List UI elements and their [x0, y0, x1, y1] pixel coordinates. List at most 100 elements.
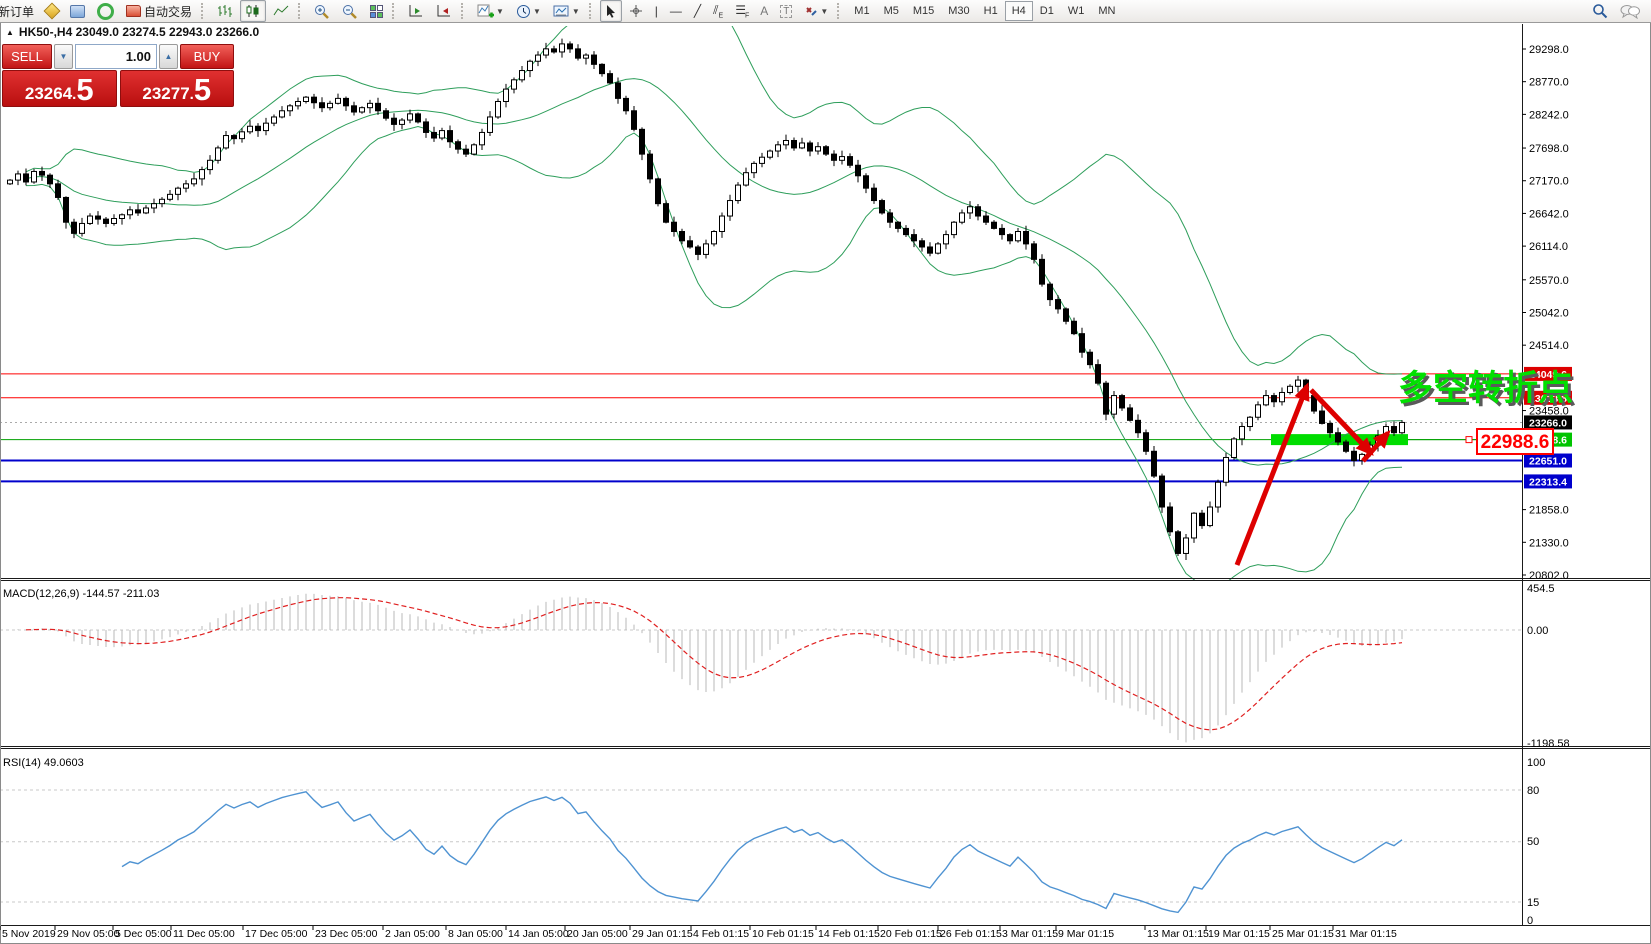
candle-body [943, 234, 949, 245]
sell-price-box[interactable]: 23264. 5 [2, 70, 117, 107]
candle-body [263, 122, 269, 132]
time-tick-label: 26 Feb 01:15 [940, 928, 1002, 940]
candle-body [887, 212, 893, 223]
volume-decrease-button[interactable]: ▼ [54, 44, 73, 69]
timeframe-m1-button[interactable]: M1 [854, 5, 870, 17]
clock-icon [516, 4, 530, 18]
price-badge-text: 22651.0 [1529, 456, 1567, 468]
candle-body [1039, 258, 1045, 285]
candlestick-chart-button[interactable] [240, 0, 267, 22]
sell-button[interactable]: SELL [2, 44, 52, 69]
candle-body [143, 207, 149, 214]
rsi-line[interactable] [121, 791, 1403, 914]
timeframe-mn-button[interactable]: MN [1098, 5, 1116, 17]
arrows-tool-button[interactable]: ▼ [799, 0, 833, 22]
candle-body [1327, 422, 1333, 434]
bollinger-middle-band [25, 78, 1403, 466]
candle-body [831, 153, 837, 161]
timeframe-h1-button[interactable]: H1 [983, 5, 998, 17]
annotation-shadow: 多空转折点 [1401, 372, 1576, 411]
new-order-button[interactable]: 新订单 [0, 0, 39, 22]
price-tick-label: 21858.0 [1529, 505, 1569, 517]
templates-button[interactable]: ▼ [548, 0, 585, 22]
indicators-button[interactable]: ▼ [472, 0, 509, 22]
trend-arrow-segment[interactable] [1234, 382, 1310, 566]
candle-body [1263, 395, 1269, 406]
candle-body [399, 119, 405, 125]
accounts-button[interactable] [65, 0, 90, 22]
channel-tool-button[interactable]: ⫽E [708, 0, 728, 22]
volume-increase-button[interactable]: ▲ [159, 44, 178, 69]
candle-body [1279, 391, 1285, 403]
trend-arrow-segment[interactable] [1309, 388, 1374, 456]
crosshair-tool-button[interactable] [624, 0, 648, 22]
toolbar-separator [461, 3, 468, 19]
signals-button[interactable] [92, 0, 119, 22]
autotrading-icon [126, 5, 142, 17]
volume-input[interactable] [75, 44, 157, 69]
candle-body [679, 231, 685, 242]
candle-body [751, 162, 757, 174]
price-tick-label: 25042.0 [1529, 307, 1569, 319]
candle-body [855, 164, 861, 177]
annotation-text[interactable]: 多空转折点 [1398, 369, 1573, 408]
callout-box[interactable] [1476, 428, 1554, 455]
candle-body [1271, 395, 1277, 403]
trendline-tool-button[interactable]: ╱ [689, 0, 706, 22]
periods-button[interactable]: ▼ [511, 0, 546, 22]
search-button[interactable] [1587, 0, 1613, 22]
bar-chart-button[interactable] [212, 0, 238, 22]
price-badge-22651.0 [1524, 453, 1572, 468]
candle-body [839, 156, 845, 161]
timeframe-m15-button[interactable]: M15 [912, 5, 935, 17]
trend-arrows[interactable] [1234, 382, 1391, 566]
vertical-line-tool-button[interactable]: | [650, 0, 663, 22]
autotrading-button[interactable]: 自动交易 [121, 0, 197, 22]
sell-price-frac: 5 [76, 72, 94, 107]
timeframe-h4-button[interactable]: H4 [1004, 1, 1033, 21]
timeframe-m5-button[interactable]: M5 [883, 5, 899, 17]
community-button[interactable] [41, 0, 63, 22]
candle-body [359, 107, 365, 113]
price-tick-label: 27170.0 [1529, 176, 1569, 188]
trend-arrow-segment[interactable] [1361, 430, 1391, 463]
candle-body [919, 240, 925, 248]
candle-body [431, 131, 437, 139]
zoom-in-button[interactable] [309, 0, 335, 22]
autoscroll-button[interactable] [403, 0, 429, 22]
label-tool-button[interactable]: T [775, 0, 797, 22]
cursor-tool-button[interactable] [599, 0, 622, 22]
candle-body [199, 169, 205, 180]
chart-shift-button[interactable] [431, 0, 457, 22]
chat-button[interactable] [1615, 0, 1645, 22]
horizontal-line-tool-button[interactable]: — [665, 0, 687, 22]
callout-anchor[interactable] [1465, 436, 1473, 444]
tile-windows-button[interactable] [365, 0, 388, 22]
candle-body [791, 139, 797, 149]
macd-axis-label: 454.5 [1527, 583, 1555, 595]
callout-text: 22988.6 [1481, 432, 1550, 453]
chart-title: ▲ HK50-,H4 23049.0 23274.5 22943.0 23266… [6, 25, 259, 39]
timeframe-m30-button[interactable]: M30 [948, 5, 970, 17]
buy-button[interactable]: BUY [180, 44, 234, 69]
fibonacci-tool-button[interactable]: ☰F [730, 0, 753, 22]
timeframe-d1-button[interactable]: D1 [1039, 5, 1054, 17]
line-chart-button[interactable] [268, 0, 294, 22]
bollinger-bands [25, 26, 1403, 580]
candle-body [1015, 231, 1021, 242]
rsi-axis-label: 15 [1527, 897, 1539, 909]
zoom-out-button[interactable] [337, 0, 363, 22]
timeframe-w1-button[interactable]: W1 [1067, 5, 1085, 17]
price-badge-text: 23266.0 [1529, 417, 1567, 429]
rsi-axis-label: 0 [1527, 915, 1533, 927]
candle-body [55, 183, 61, 198]
buy-price-box[interactable]: 23277. 5 [119, 70, 234, 107]
time-tick-label: 2 Jan 05:00 [385, 928, 440, 940]
text-tool-button[interactable]: A [755, 0, 773, 22]
price-label-callout[interactable]: 22988.6 [1408, 428, 1554, 455]
candle-body [663, 203, 669, 223]
price-badge-22313.4 [1524, 474, 1572, 489]
candle-body [775, 144, 781, 152]
